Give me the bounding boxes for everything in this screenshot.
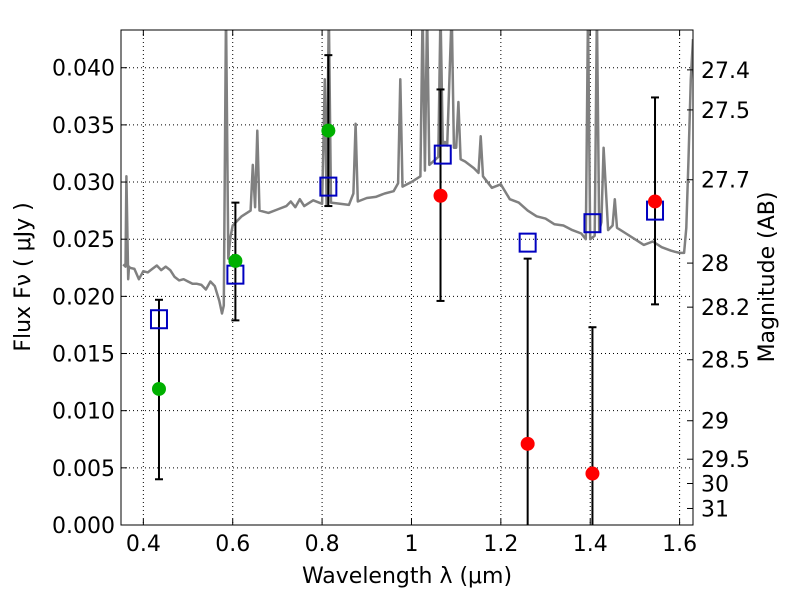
grid [121, 30, 693, 526]
x-tick-label: 1 [404, 532, 418, 557]
y2-tick-label: 31 [701, 497, 729, 522]
model-point [319, 176, 338, 197]
y2-tick-label: 30 [701, 472, 729, 497]
y2-tick-label: 29 [701, 410, 729, 435]
detection-point [321, 123, 336, 138]
y-tick-label: 0.035 [52, 114, 115, 139]
model-point [583, 213, 602, 234]
x-axis-label: Wavelength λ (μm) [302, 564, 512, 589]
y2-tick-label: 28 [701, 252, 729, 277]
x-tick-label: 1.4 [573, 532, 608, 557]
axes: 0.4 0.6 0.8 1 1.2 1.4 1.6 0.000 0.005 0.010 0.015 0… [52, 30, 750, 557]
y2-tick-label: 27.7 [701, 169, 750, 194]
detection-point [151, 381, 166, 396]
y2-tick-label: 29.5 [701, 448, 750, 473]
y-axis-label: Flux Fν ( μJy ) [11, 202, 36, 351]
x-tick-label: 0.4 [126, 532, 161, 557]
upper-limit-point [648, 194, 663, 209]
y-tick-label: 0.030 [52, 171, 115, 196]
y2-tick-label: 27.4 [701, 59, 750, 84]
model-point [149, 309, 168, 330]
upper-limit-point [520, 436, 535, 451]
y2-axis-label: Magnitude (AB) [755, 192, 780, 363]
plot-area [122, 30, 693, 525]
y2-tick-label: 27.5 [701, 99, 750, 124]
y-tick-label: 0.040 [52, 57, 115, 82]
x-tick-label: 1.6 [662, 532, 697, 557]
y-tick-label: 0.005 [52, 457, 115, 482]
x-tick-label: 0.6 [215, 532, 250, 557]
plot-frame [120, 29, 694, 526]
upper-limit-point [585, 466, 600, 481]
y-tick-label: 0.010 [52, 400, 115, 425]
spectrum-line [122, 30, 693, 315]
y-tick-label: 0.015 [52, 343, 115, 368]
x-tick-label: 0.8 [305, 532, 340, 557]
y2-tick-label: 28.5 [701, 349, 750, 374]
y-tick-label: 0.020 [52, 285, 115, 310]
upper-limit-point [433, 188, 448, 203]
y-tick-label: 0.025 [52, 228, 115, 253]
model-point [518, 232, 537, 253]
y2-tick-label: 28.2 [701, 296, 750, 321]
x-tick-label: 1.2 [483, 532, 518, 557]
detection-point [228, 253, 243, 268]
model-point [433, 144, 452, 165]
y-tick-label: 0.000 [52, 514, 115, 539]
